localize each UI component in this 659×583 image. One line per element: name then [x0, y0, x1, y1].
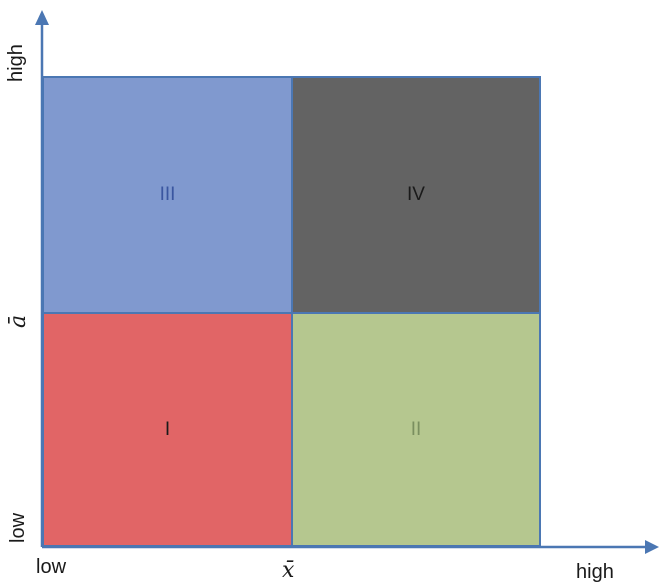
- quadrant-iv-label: IV: [407, 184, 425, 205]
- quadrant-iii: III: [42, 76, 293, 314]
- x-axis-arrowhead: [645, 540, 659, 554]
- x-axis-high-label: high: [576, 561, 614, 583]
- x-axis-low-label: low: [36, 556, 67, 578]
- y-axis-mean-label: ā: [6, 314, 31, 328]
- quadrant-ii: II: [291, 312, 541, 547]
- y-axis-arrowhead: [35, 10, 49, 25]
- quadrant-i-label: I: [164, 418, 171, 440]
- quadrant-ii-label: II: [410, 418, 422, 440]
- quadrant-iv: IV: [291, 76, 541, 314]
- y-axis-high-label: high: [5, 44, 27, 82]
- x-axis-mean-label: x̄: [282, 558, 295, 583]
- y-axis-low-label: low: [7, 512, 29, 543]
- quadrant-i: I: [42, 312, 293, 547]
- quadrant-iii-label: III: [159, 184, 176, 205]
